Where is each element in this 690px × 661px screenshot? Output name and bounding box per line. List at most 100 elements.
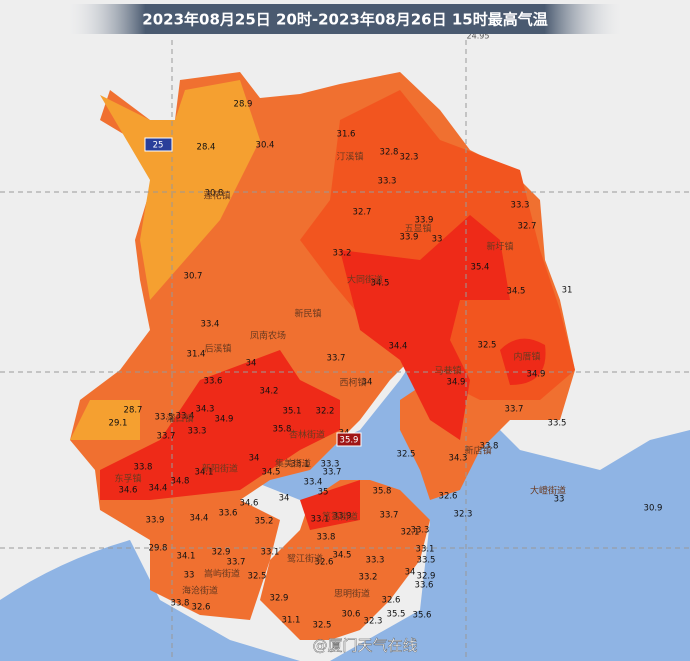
temperature-label: 33.4 [176,412,195,422]
temperature-label: 35.6 [413,611,432,621]
temperature-label: 33.1 [291,460,310,470]
temperature-label: 33.3 [378,177,397,187]
temperature-label: 30.4 [256,141,275,151]
temperature-label: 34 [249,454,260,464]
sea [0,350,690,661]
temperature-label: 33.3 [511,201,530,211]
temperature-label: 34.9 [215,415,234,425]
temperature-label: 34.4 [190,514,209,524]
temperature-label: 35.2 [255,517,274,527]
watermark: @厦门天气在线 [312,637,417,655]
temperature-label: 34.5 [507,287,526,297]
temperature-label: 33.3 [321,460,340,470]
town-label: 新圩镇 [486,241,513,253]
temperature-label: 35.4 [471,263,490,273]
temperature-label: 33.8 [171,599,190,609]
temperature-label: 34.9 [527,370,546,380]
temperature-label: 30.9 [644,504,663,514]
temperature-label: 34.9 [447,378,466,388]
temperature-label: 31.6 [337,130,356,140]
temperature-label: 33.6 [204,377,223,387]
temperature-label: 33.2 [359,573,378,583]
temperature-label: 32.6 [439,492,458,502]
town-label: 大同街道 [347,274,383,286]
temperature-label: 34 [362,378,373,388]
temperature-label: 33.4 [201,320,220,330]
temperature-label: 33.6 [219,509,238,519]
temperature-label: 33.3 [366,556,385,566]
temperature-label: 34.5 [333,551,352,561]
land-hottest [100,215,546,530]
temperature-label: 33.7 [323,468,342,478]
temperature-label: 29.1 [109,419,128,429]
temperature-label: 30.7 [184,272,203,282]
temperature-label: 30.6 [342,610,361,620]
temperature-label: 34 [405,568,416,578]
town-label: 筼筜街道 [322,511,358,523]
temperature-label: 33.3 [411,526,430,536]
temperature-label: 33.5 [548,419,567,429]
temperature-label: 33.7 [227,558,246,568]
town-label: 新民镇 [294,308,321,320]
temperature-label: 32.6 [192,603,211,613]
temperature-label: 32.9 [417,572,436,582]
temperature-label: 32.9 [270,594,289,604]
temperature-label: 32.6 [315,558,334,568]
temperature-label: 33.1 [416,545,435,555]
temperature-label: 33.7 [157,432,176,442]
town-label: 新阳街道 [202,463,238,475]
town-label: 新店镇 [464,445,491,457]
temperature-label: 31 [562,286,573,296]
temperature-label: 34 [246,359,257,369]
temperature-label: 34.4 [149,484,168,494]
temperature-label: 32.7 [353,208,372,218]
temperature-label: 34.4 [389,342,408,352]
town-label: 凤南农场 [250,330,286,342]
temperature-label: 33 [184,571,195,581]
temperature-label: 28.7 [124,406,143,416]
temperature-label: 33.9 [333,512,352,522]
town-label: 马巷镇 [434,365,461,377]
temperature-label: 32.8 [380,148,399,158]
town-label: 海沧街道 [182,585,218,597]
town-label: 东孚镇 [114,473,141,485]
temperature-label: 34.5 [262,468,281,478]
temperature-label: 32.3 [364,617,383,627]
temperature-label: 32.5 [313,621,332,631]
temperature-label: 32.3 [400,153,419,163]
min-box [144,137,173,152]
town-label: 汀溪镇 [336,151,363,163]
temperature-label: 31.4 [187,350,206,360]
temperature-label: 28.9 [234,100,253,110]
temperature-label: 32.5 [248,572,267,582]
temperature-label: 33.9 [400,233,419,243]
temperature-label: 31.1 [282,616,301,626]
temperature-label: 34.2 [260,387,279,397]
temperature-label: 33.3 [188,427,207,437]
temperature-label: 33.1 [261,548,280,558]
temperature-label: 33.8 [317,533,336,543]
temperature-label: 33.7 [505,405,524,415]
temperature-label: 34.6 [240,499,259,509]
town-label: 集美街道 [275,458,311,470]
lat-label: 24.95 [467,32,490,41]
town-label: 内厝镇 [513,351,540,363]
temperature-label: 33.7 [327,354,346,364]
title-bar [60,4,630,34]
town-label: 五显镇 [404,223,431,235]
town-label: 西柯镇 [339,377,366,389]
max-label: 35.9 [340,436,359,446]
temperature-label: 33.8 [480,442,499,452]
town-label: 莲花镇 [203,190,230,202]
land-cool [70,80,260,440]
temperature-label: 32.2 [316,407,335,417]
temperature-label: 35.8 [373,487,392,497]
temperature-label: 34.1 [195,468,214,478]
min-label: 25 [153,141,164,151]
temperature-label: 33.5 [417,556,436,566]
town-label: 嵩屿街道 [204,568,240,580]
temperature-label: 33.9 [146,516,165,526]
temperature-label: 34.8 [171,477,190,487]
